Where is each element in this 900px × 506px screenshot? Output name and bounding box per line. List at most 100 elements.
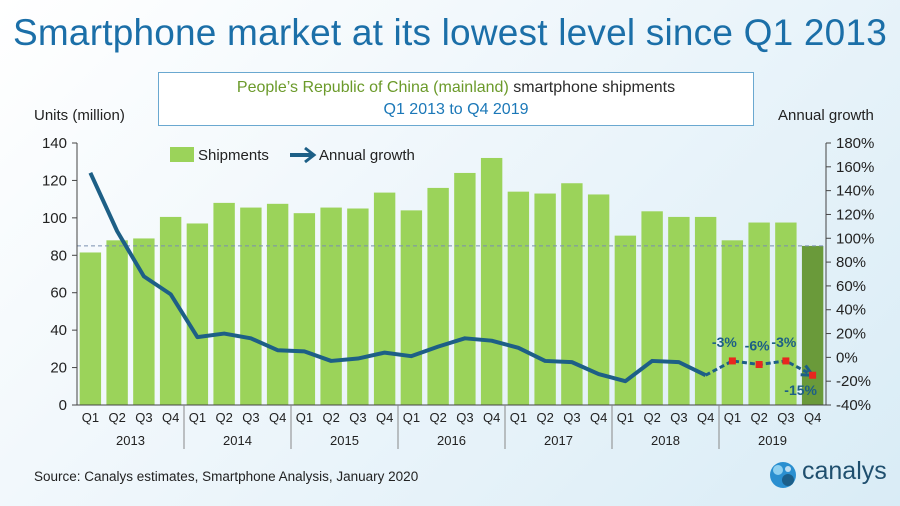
- subtitle-line-1: People’s Republic of China (mainland) sm…: [159, 77, 753, 99]
- x-tick-label: Q3: [456, 410, 473, 425]
- y2-tick-label: 120%: [836, 206, 874, 223]
- year-label: 2015: [330, 433, 359, 448]
- x-tick-label: Q2: [750, 410, 767, 425]
- bar: [641, 211, 663, 405]
- x-tick-label: Q1: [510, 410, 527, 425]
- bar: [694, 216, 717, 405]
- bar: [186, 223, 209, 405]
- y2-tick-label: 40%: [836, 302, 866, 319]
- year-label: 2014: [223, 433, 252, 448]
- y-tick-label: 0: [59, 397, 67, 414]
- x-tick-label: Q1: [189, 410, 206, 425]
- y2-tick-label: 180%: [836, 135, 874, 152]
- bar: [801, 245, 824, 405]
- x-tick-label: Q3: [670, 410, 687, 425]
- x-tick-label: Q2: [643, 410, 660, 425]
- chart-title: Smartphone market at its lowest level si…: [13, 12, 887, 53]
- y2-tick-label: 140%: [836, 183, 874, 200]
- bar: [373, 192, 396, 405]
- growth-marker: [782, 357, 790, 365]
- subtitle-box: People’s Republic of China (mainland) sm…: [158, 72, 754, 126]
- bar: [266, 203, 289, 405]
- bar: [507, 191, 530, 405]
- y2-axis-title: Annual growth: [778, 107, 874, 124]
- y2-tick-label: 0%: [836, 349, 858, 366]
- growth-line: [88, 171, 707, 384]
- growth-data-label: -3%: [712, 334, 737, 350]
- x-tick-label: Q4: [376, 410, 393, 425]
- bar: [240, 207, 262, 405]
- x-tick-label: Q2: [322, 410, 339, 425]
- year-label: 2013: [116, 433, 145, 448]
- y-tick-label: 120: [42, 172, 67, 189]
- year-label: 2017: [544, 433, 573, 448]
- y-axis-title: Units (million): [34, 107, 125, 124]
- x-tick-label: Q1: [296, 410, 313, 425]
- y2-tick-label: 80%: [836, 254, 866, 271]
- y2-tick-label: 20%: [836, 326, 866, 343]
- x-tick-label: Q4: [697, 410, 714, 425]
- x-tick-label: Q2: [215, 410, 232, 425]
- subtitle-line-2: Q1 2013 to Q4 2019: [383, 101, 529, 118]
- bar: [320, 207, 342, 405]
- bar: [748, 222, 770, 405]
- bar: [427, 187, 449, 405]
- y-tick-label: 40: [50, 322, 67, 339]
- growth-marker: [809, 371, 817, 379]
- x-tick-label: Q1: [82, 410, 99, 425]
- growth-marker: [728, 357, 736, 365]
- growth-data-label: -15%: [784, 382, 817, 398]
- legend-swatch-shipments: [170, 147, 194, 162]
- y2-tick-label: 100%: [836, 230, 874, 247]
- bar: [561, 183, 583, 405]
- x-tick-label: Q3: [349, 410, 366, 425]
- y-tick-label: 100: [42, 210, 67, 227]
- x-tick-label: Q3: [135, 410, 152, 425]
- x-tick-label: Q2: [536, 410, 553, 425]
- growth-data-label: -6%: [745, 338, 770, 354]
- bar: [721, 240, 744, 405]
- x-tick-label: Q4: [269, 410, 286, 425]
- bar: [480, 157, 503, 405]
- year-label: 2016: [437, 433, 466, 448]
- bar: [775, 222, 797, 405]
- subtitle-region: People’s Republic of China (mainland): [236, 79, 509, 96]
- x-tick-label: Q3: [563, 410, 580, 425]
- x-tick-label: Q1: [724, 410, 741, 425]
- bar: [347, 208, 369, 405]
- y-tick-label: 80: [50, 247, 67, 264]
- bar: [534, 193, 556, 405]
- legend-label-shipments: Shipments: [198, 147, 269, 164]
- legend-label-growth: Annual growth: [319, 147, 415, 164]
- x-tick-label: Q3: [777, 410, 794, 425]
- bar: [454, 172, 476, 405]
- bar: [293, 213, 316, 405]
- year-label: 2019: [758, 433, 787, 448]
- growth-data-label: -3%: [771, 334, 796, 350]
- y-tick-label: 60: [50, 285, 67, 302]
- legend-swatch-growth-arrow: [304, 146, 317, 164]
- growth-marker: [755, 361, 763, 369]
- logo-text: canalys: [802, 457, 887, 485]
- bar: [668, 216, 690, 405]
- y2-tick-label: 160%: [836, 159, 874, 176]
- x-tick-label: Q1: [617, 410, 634, 425]
- y2-tick-label: 60%: [836, 278, 866, 295]
- y2-tick-label: -20%: [836, 373, 871, 390]
- x-tick-label: Q4: [804, 410, 821, 425]
- year-label: 2018: [651, 433, 680, 448]
- x-tick-label: Q3: [242, 410, 259, 425]
- canalys-logo: canalys: [768, 454, 888, 494]
- y2-tick-label: -40%: [836, 397, 871, 414]
- x-tick-label: Q2: [429, 410, 446, 425]
- bar: [587, 194, 610, 405]
- subtitle-metric: smartphone shipments: [513, 79, 676, 96]
- bar: [213, 202, 235, 405]
- y-tick-label: 20: [50, 360, 67, 377]
- x-tick-label: Q1: [403, 410, 420, 425]
- bar: [614, 235, 637, 405]
- x-tick-label: Q4: [483, 410, 500, 425]
- bar: [106, 240, 128, 405]
